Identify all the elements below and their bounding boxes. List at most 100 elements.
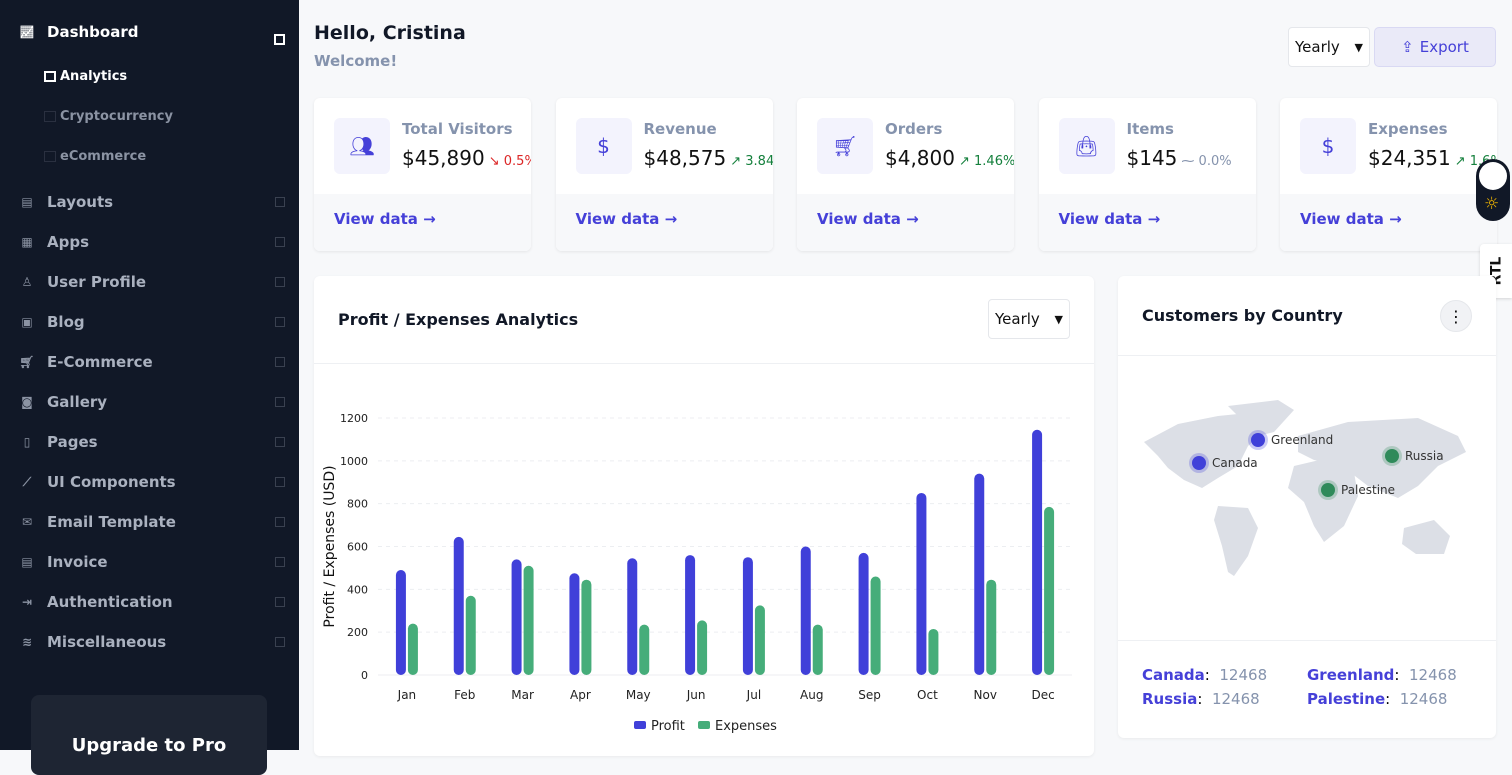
sidebar-item-miscellaneous[interactable]: ≋ Miscellaneous: [20, 630, 285, 654]
cart-icon: 🛒︎: [817, 118, 873, 174]
view-data-link[interactable]: View data →: [1038, 194, 1256, 251]
layers-icon: ≋: [21, 635, 33, 649]
bar-profit: [916, 492, 927, 675]
view-data-link[interactable]: View data →: [314, 194, 531, 251]
map-greenland: [1228, 400, 1294, 436]
layout-icon: ▤: [21, 195, 33, 209]
expand-icon: [275, 637, 285, 647]
sidebar-item-email-template[interactable]: ✉ Email Template: [20, 510, 285, 534]
sidebar-item-user-profile[interactable]: ♙ User Profile: [20, 270, 285, 294]
bar-expenses: [407, 623, 418, 675]
bar-profit: [1032, 429, 1043, 675]
bar-expenses: [1044, 506, 1055, 675]
sidebar-item-apps[interactable]: ▦ Apps: [20, 230, 285, 254]
map-north-america: [1144, 412, 1268, 488]
stat-card-revenue: $ Revenue $48,575↗ 3.84% View data →: [555, 98, 773, 251]
x-tick-label: Feb: [454, 688, 475, 702]
stat-value: $4,800: [885, 146, 955, 170]
page-title: Hello, Cristina: [314, 22, 466, 44]
expand-icon: [275, 517, 285, 527]
map-south-america: [1214, 506, 1258, 576]
login-icon: ⇥: [21, 595, 33, 609]
stat-change: ↗ 1.46%: [958, 154, 1014, 169]
sidebar-item-e-commerce[interactable]: 🛒︎ E-Commerce: [19, 350, 285, 374]
bar-expenses: [754, 605, 765, 675]
grid-icon: ▦: [21, 235, 33, 249]
chart-icon: ⟋: [22, 474, 32, 489]
sidebar-item-blog[interactable]: ▣ Blog: [20, 310, 285, 334]
trend-up-icon: ↗: [1454, 154, 1466, 169]
more-options-icon[interactable]: ⋮: [1440, 300, 1472, 332]
sidebar-item-dashboard[interactable]: 📈︎ Dashboard: [19, 20, 285, 45]
analytics-panel: Profit / Expenses Analytics Yearly ▼ 0 200…: [314, 276, 1094, 756]
sidebar-sub-ecommerce[interactable]: eCommerce: [44, 149, 146, 164]
dollar-icon: $: [1300, 118, 1356, 174]
sidebar-item-layouts[interactable]: ▤ Layouts: [20, 190, 285, 214]
chevron-down-icon: ▼: [1054, 312, 1063, 326]
bar-profit: [858, 552, 869, 675]
map-marker-palestine[interactable]: Palestine: [1321, 483, 1395, 497]
divider: [314, 363, 1094, 364]
sidebar-item-pages[interactable]: ▯ Pages: [20, 430, 285, 454]
expand-icon: [275, 317, 285, 327]
sidebar-item-invoice[interactable]: ▤ Invoice: [20, 550, 285, 574]
map-marker-russia[interactable]: Russia: [1385, 449, 1444, 463]
bar-expenses: [870, 576, 881, 675]
blog-icon: ▣: [21, 315, 33, 329]
country-stat: Palestine: 12468: [1307, 690, 1448, 708]
trend-down-icon: ↘: [488, 154, 500, 169]
expand-icon: [275, 557, 285, 567]
sidebar-item-ui-components[interactable]: ⟋ UI Components: [20, 470, 285, 494]
stat-value: $45,890: [402, 146, 485, 170]
y-tick-label: 800: [347, 498, 368, 511]
chevron-down-icon: ▼: [1354, 40, 1363, 54]
bar-profit: [453, 536, 464, 675]
analytics-period-select[interactable]: Yearly ▼: [988, 299, 1070, 339]
profit-expenses-chart: 0 200 400 600 800 1000 1200 Profit / Expenses (…: [322, 412, 1072, 734]
period-select[interactable]: Yearly ▼: [1288, 27, 1370, 67]
export-button[interactable]: ⇪ Export: [1374, 27, 1496, 67]
customers-panel: Customers by Country ⋮ Greenland Canada …: [1118, 276, 1496, 738]
y-tick-label: 1000: [340, 455, 368, 468]
toggle-knob: [1479, 162, 1507, 190]
sidebar-sub-cryptocurrency[interactable]: Cryptocurrency: [44, 109, 173, 124]
marker-dot-icon: [1385, 449, 1399, 463]
map-marker-canada[interactable]: Canada: [1192, 456, 1258, 470]
map-africa: [1288, 458, 1358, 542]
sidebar-item-authentication[interactable]: ⇥ Authentication: [20, 590, 285, 614]
x-tick-label: Jul: [746, 688, 761, 702]
view-data-link[interactable]: View data →: [1280, 194, 1497, 251]
view-data-link[interactable]: View data →: [555, 194, 773, 251]
y-axis-label: Profit / Expenses (USD): [322, 465, 338, 627]
bar-expenses: [523, 565, 534, 675]
user-icon: ♙: [21, 275, 33, 289]
camera-icon: ◙: [21, 395, 33, 409]
y-tick-label: 600: [347, 541, 368, 554]
bar-profit: [800, 546, 811, 675]
chart-line-icon: 📈︎: [19, 25, 35, 39]
square-icon: [44, 71, 56, 82]
trend-up-icon: ↗: [730, 154, 742, 169]
view-data-link[interactable]: View data →: [797, 194, 1014, 251]
upgrade-to-pro-card[interactable]: Upgrade to Pro: [31, 695, 267, 775]
x-tick-label: Jun: [686, 688, 706, 702]
divider: [1118, 355, 1496, 356]
legend-swatch: [634, 721, 646, 729]
expand-icon: [275, 397, 285, 407]
map-australia: [1402, 520, 1450, 554]
sidebar-item-gallery[interactable]: ◙ Gallery: [20, 390, 285, 414]
expand-icon: [275, 597, 285, 607]
bar-expenses: [697, 620, 708, 675]
x-tick-label: Sep: [858, 688, 881, 702]
country-stat: Greenland: 12468: [1307, 666, 1457, 684]
theme-toggle[interactable]: ☼: [1476, 159, 1510, 221]
stat-card-expenses: $ Expenses $24,351↗ 1.6% View data →: [1280, 98, 1497, 251]
map-marker-greenland[interactable]: Greenland: [1251, 433, 1333, 447]
bar-profit: [685, 555, 696, 675]
square-icon: [44, 111, 56, 122]
sidebar-sub-analytics[interactable]: Analytics: [44, 69, 127, 84]
legend-label: Profit: [651, 719, 685, 734]
bar-expenses: [812, 624, 823, 675]
bar-profit: [569, 573, 580, 675]
bar-expenses: [581, 579, 592, 675]
